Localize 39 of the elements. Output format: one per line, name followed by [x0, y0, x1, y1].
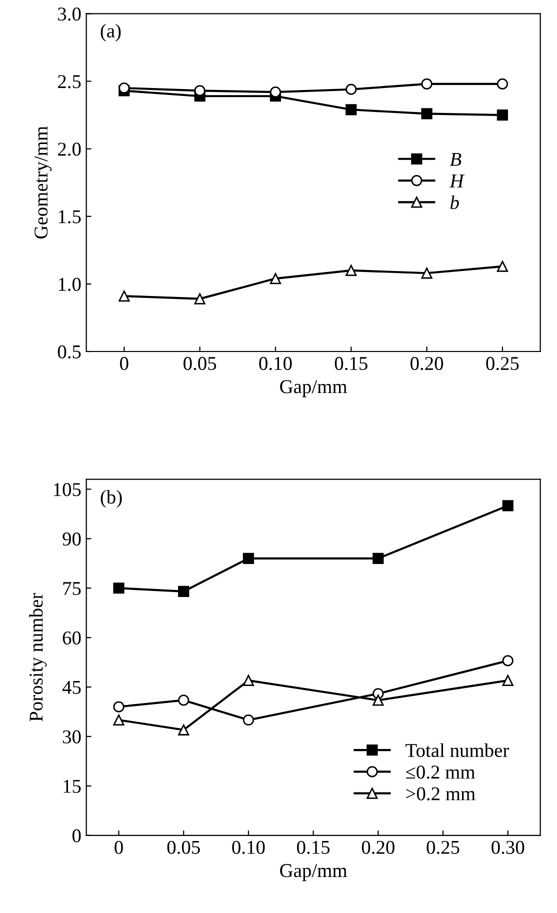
legend-label: ≤0.2 mm: [406, 766, 476, 779]
y-tick-label: 15: [64, 780, 81, 793]
legend-label: H: [450, 174, 465, 188]
x-tick-label: 0.10: [232, 840, 265, 854]
x-tick-label: 0.25: [426, 840, 460, 854]
x-tick-label: 0.05: [167, 840, 200, 854]
x-tick-label: 0.05: [184, 356, 216, 370]
y-tick-label: 1.0: [58, 278, 81, 291]
annotation: (b): [100, 490, 122, 508]
y-tick-label: 2.0: [58, 142, 81, 156]
y-tick-label: 60: [62, 631, 81, 645]
x-tick-label: 0.30: [492, 840, 524, 854]
x-tick-label: 0: [114, 840, 123, 854]
legend-label: b: [450, 195, 459, 210]
legend-label: >0.2 mm: [406, 787, 476, 800]
x-tick-label: 0.10: [259, 356, 292, 370]
y-tick-label: 0: [72, 829, 81, 842]
x-axis-title: Gap/mm: [280, 864, 348, 882]
x-axis-title: Gap/mm: [280, 380, 348, 398]
annotation: (a): [100, 24, 121, 42]
y-tick-label: 75: [63, 582, 81, 596]
x-tick-label: 0.15: [297, 840, 330, 854]
legend-label: Total number: [406, 743, 510, 758]
y-tick-label: 0.5: [58, 345, 81, 359]
y-tick-label: 30: [62, 730, 81, 744]
y-tick-label: 90: [62, 532, 81, 546]
legend-label: B: [450, 152, 462, 166]
y-tick-label: 105: [54, 483, 81, 496]
x-tick-label: 0.20: [410, 356, 444, 370]
y-tick-label: 2.5: [58, 75, 81, 88]
y-tick-label: 1.5: [58, 210, 81, 224]
y-axis-title: Porosity number: [29, 592, 47, 722]
y-tick-label: 45: [62, 680, 81, 694]
y-tick-label: 3.0: [58, 8, 81, 21]
x-tick-label: 0: [120, 356, 128, 370]
y-axis-title: Geometry/mm: [34, 126, 52, 238]
x-tick-label: 0.15: [334, 356, 368, 370]
x-tick-label: 0.20: [362, 840, 394, 854]
x-tick-label: 0.25: [486, 356, 519, 370]
